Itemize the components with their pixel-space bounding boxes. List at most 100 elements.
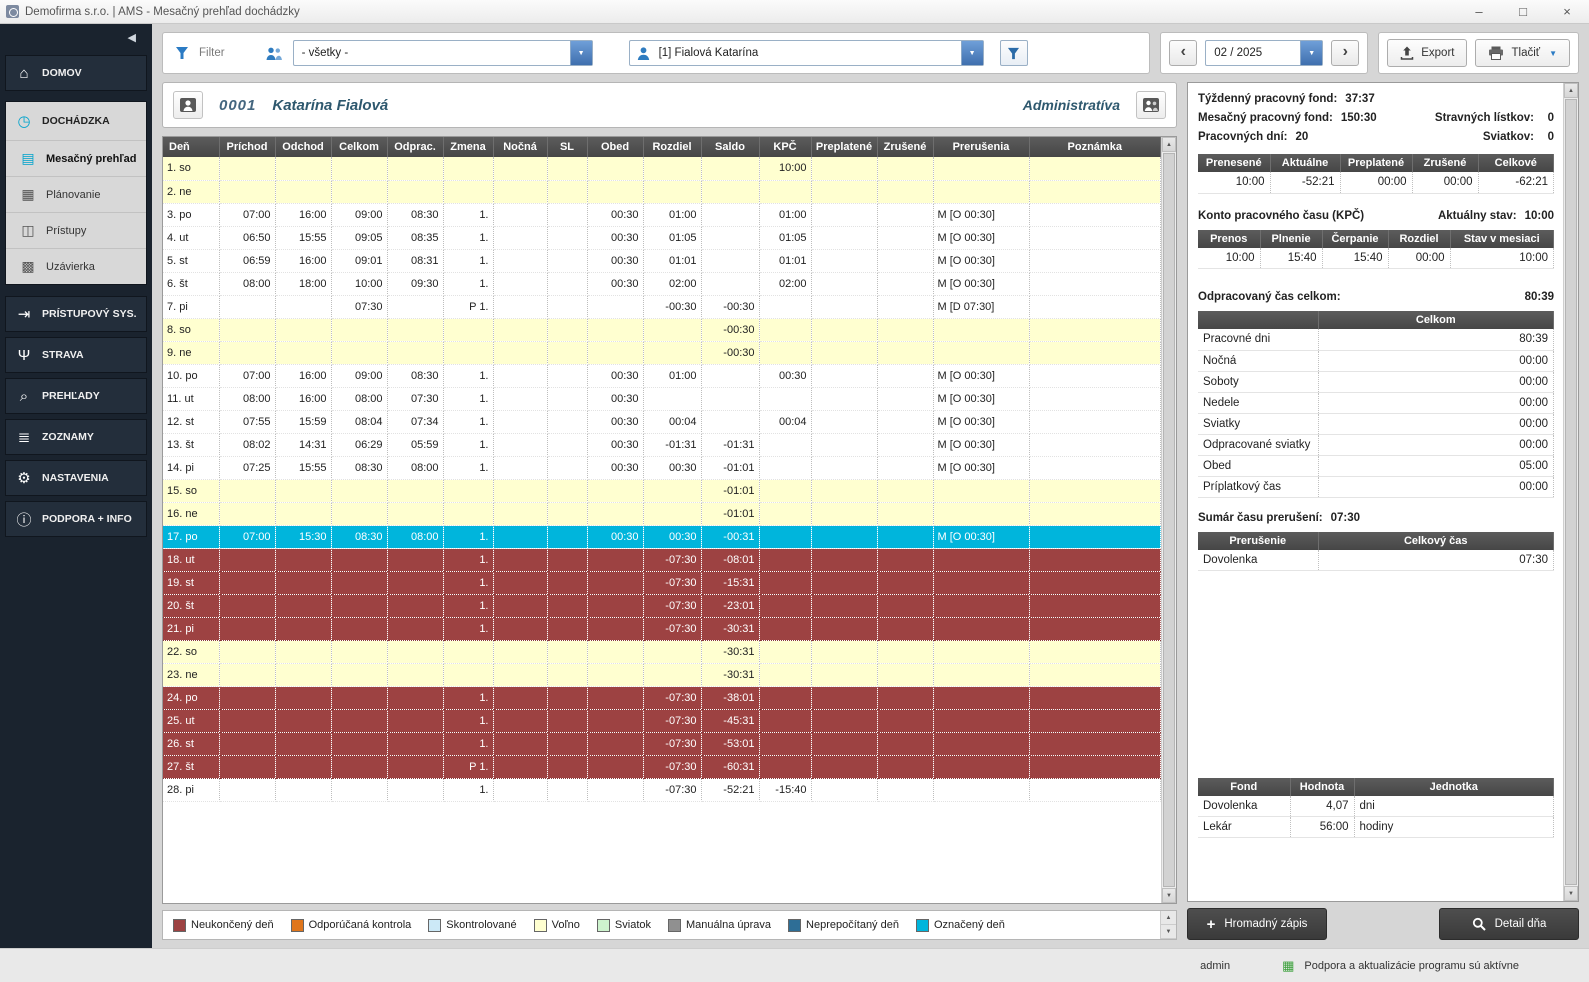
- row-label: Dovolenka: [1198, 795, 1291, 817]
- attendance-table-panel: Deň Príchod Odchod Celkom Odprac. Zmena Nočná S…: [162, 136, 1177, 904]
- cell: [811, 778, 878, 802]
- cell: M [O 00:30]: [933, 364, 1030, 388]
- cell: [587, 548, 644, 572]
- table-row[interactable]: 3. po 07:00 16:00 09:00 08:30 1. 00:30 01:00 01:…: [163, 203, 1161, 227]
- table-row[interactable]: 27. št P 1. -07:30 -60:31: [163, 755, 1161, 779]
- cell: [877, 249, 934, 273]
- table-row[interactable]: 8. so -00:30: [163, 318, 1161, 342]
- sidebar-collapse-button[interactable]: ◀: [127, 31, 136, 44]
- column-header: KPČ: [759, 137, 812, 157]
- table-row[interactable]: 2. ne: [163, 180, 1161, 204]
- legend-item: Sviatok: [596, 918, 651, 932]
- cell: [1029, 502, 1161, 526]
- legend-scrollbar[interactable]: ▲ ▼: [1160, 911, 1176, 939]
- scroll-down-button[interactable]: ▼: [1162, 888, 1176, 903]
- table-row[interactable]: 10. po 07:00 16:00 09:00 08:30 1. 00:30 01:00 00…: [163, 364, 1161, 388]
- period-dropdown[interactable]: 02 / 2025 ▼: [1205, 40, 1324, 66]
- table-row[interactable]: 15. so -01:01: [163, 479, 1161, 503]
- maximize-button[interactable]: □: [1519, 4, 1527, 19]
- table-row[interactable]: 28. pi 1. -07:30 -52:21 -15:40: [163, 778, 1161, 802]
- cell: [547, 663, 588, 687]
- table-row[interactable]: 17. po 07:00 15:30 08:30 08:00 1. 00:30 00:30 -0…: [163, 525, 1161, 549]
- scroll-up-button[interactable]: ▲: [1564, 83, 1578, 98]
- cell: [877, 456, 934, 480]
- minimize-button[interactable]: –: [1475, 4, 1483, 19]
- search-icon: [1472, 917, 1486, 931]
- cell: [1029, 203, 1161, 227]
- cell: [1029, 479, 1161, 503]
- person-dropdown[interactable]: [1] Fialová Katarína ▼: [628, 40, 984, 66]
- cell: [759, 318, 812, 342]
- cell: [811, 456, 878, 480]
- cell: [275, 295, 332, 319]
- print-button[interactable]: Tlačiť ▼: [1475, 39, 1570, 67]
- cell: [933, 157, 1030, 181]
- table-row[interactable]: 4. ut 06:50 15:55 09:05 08:35 1. 00:30 01:05 01:…: [163, 226, 1161, 250]
- table-row[interactable]: 9. ne -00:30: [163, 341, 1161, 365]
- bulk-entry-button[interactable]: + Hromadný zápis: [1187, 908, 1327, 940]
- table-row[interactable]: 22. so -30:31: [163, 640, 1161, 664]
- group-dropdown[interactable]: - všetky - ▼: [292, 40, 593, 66]
- cell: [331, 686, 388, 710]
- department-card-button[interactable]: [1136, 91, 1166, 119]
- chevron-down-icon[interactable]: ▼: [569, 41, 592, 65]
- scroll-up-button[interactable]: ▲: [1161, 911, 1176, 925]
- sidebar-item-podpora-info[interactable]: ⓘ PODPORA + INFO: [5, 501, 147, 537]
- cell: [811, 755, 878, 779]
- table-row[interactable]: 20. št 1. -07:30 -23:01: [163, 594, 1161, 618]
- table-row[interactable]: 5. st 06:59 16:00 09:01 08:31 1. 00:30 01:01 01:…: [163, 249, 1161, 273]
- table-row[interactable]: 12. st 07:55 15:59 08:04 07:34 1. 00:30 00:04 00…: [163, 410, 1161, 434]
- sidebar-item-preh-ady[interactable]: ⌕ PREHĽADY: [5, 378, 147, 414]
- previous-month-button[interactable]: ‹: [1169, 40, 1198, 66]
- day-detail-button[interactable]: Detail dňa: [1439, 908, 1579, 940]
- scrollbar-thumb[interactable]: [1163, 153, 1175, 887]
- person-icon: [637, 46, 649, 60]
- sidebar-item-pr-stupy[interactable]: ◫ Prístupy: [6, 212, 146, 248]
- close-button[interactable]: ×: [1563, 4, 1571, 19]
- export-button[interactable]: Export: [1387, 39, 1468, 67]
- table-row[interactable]: 14. pi 07:25 15:55 08:30 08:00 1. 00:30 00:30 -0…: [163, 456, 1161, 480]
- table-row[interactable]: 23. ne -30:31: [163, 663, 1161, 687]
- next-month-button[interactable]: ›: [1331, 40, 1360, 66]
- table-row[interactable]: 16. ne -01:01: [163, 502, 1161, 526]
- chevron-down-icon[interactable]: ▼: [960, 41, 983, 65]
- cell: [1029, 456, 1161, 480]
- sidebar-item-uz-vierka[interactable]: ▩ Uzávierka: [6, 248, 146, 284]
- table-row[interactable]: 25. ut 1. -07:30 -45:31: [163, 709, 1161, 733]
- sidebar-item-mesa-n-preh-ad[interactable]: ▤ Mesačný prehľad: [6, 140, 146, 176]
- table-row[interactable]: 24. po 1. -07:30 -38:01: [163, 686, 1161, 710]
- scrollbar-thumb[interactable]: [1565, 99, 1577, 885]
- table-row[interactable]: 7. pi 07:30 P 1. -00:30 -00:30 M [D 07:30]: [163, 295, 1161, 319]
- table-row[interactable]: 26. st 1. -07:30 -53:01: [163, 732, 1161, 756]
- sidebar-item-pl-novanie[interactable]: ▦ Plánovanie: [6, 176, 146, 212]
- table-row[interactable]: 11. ut 08:00 16:00 08:00 07:30 1. 00:30 M [O 00…: [163, 387, 1161, 411]
- table-row[interactable]: 18. ut 1. -07:30 -08:01: [163, 548, 1161, 572]
- apply-filter-button[interactable]: [999, 40, 1028, 66]
- filter-label: Filter: [199, 47, 225, 59]
- sidebar-group-doch-dzka[interactable]: ◷ DOCHÁDZKA: [6, 102, 146, 140]
- scroll-down-button[interactable]: ▼: [1564, 886, 1578, 901]
- cell: 27. št: [163, 755, 220, 779]
- cell: [219, 778, 276, 802]
- table-row[interactable]: 1. so 10:00: [163, 157, 1161, 181]
- sidebar-item-strava[interactable]: Ψ STRAVA: [5, 337, 147, 373]
- table-row[interactable]: 21. pi 1. -07:30 -30:31: [163, 617, 1161, 641]
- cell: [877, 663, 934, 687]
- sidebar-item-zoznamy[interactable]: ≣ ZOZNAMY: [5, 419, 147, 455]
- sidebar-item-pr-stupov-sys[interactable]: ⇥ PRÍSTUPOVÝ SYS.: [5, 296, 147, 332]
- table-row[interactable]: 13. št 08:02 14:31 06:29 05:59 1. 00:30 -01:31-…: [163, 433, 1161, 457]
- sidebar-item-domov[interactable]: ⌂ DOMOV: [5, 55, 147, 91]
- cell: [1029, 341, 1161, 365]
- table-row[interactable]: 6. št 08:00 18:00 10:00 09:30 1. 00:30 02:00 02:…: [163, 272, 1161, 296]
- scroll-up-button[interactable]: ▲: [1162, 137, 1176, 152]
- scroll-down-button[interactable]: ▼: [1161, 925, 1176, 939]
- employee-card-button[interactable]: [173, 91, 203, 119]
- cell: 10:00: [759, 157, 812, 181]
- summary-scrollbar[interactable]: ▲ ▼: [1563, 83, 1578, 901]
- table-scrollbar[interactable]: ▲ ▼: [1161, 137, 1176, 903]
- cell: [275, 479, 332, 503]
- table-row[interactable]: 19. st 1. -07:30 -15:31: [163, 571, 1161, 595]
- chevron-down-icon[interactable]: ▼: [1549, 48, 1557, 58]
- chevron-down-icon[interactable]: ▼: [1300, 41, 1323, 65]
- sidebar-item-nastavenia[interactable]: ⚙ NASTAVENIA: [5, 460, 147, 496]
